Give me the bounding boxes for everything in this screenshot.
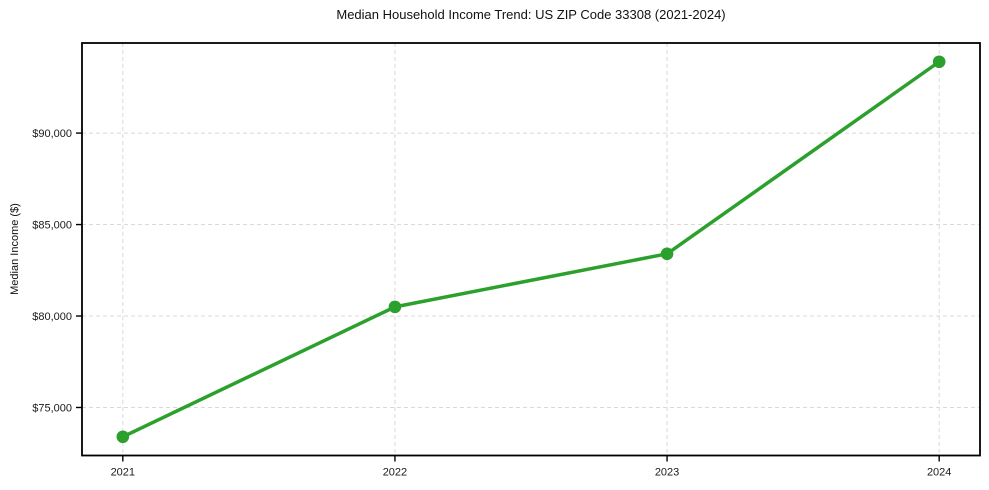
x-tick-label: 2021 [111,467,135,479]
y-tick-label: $80,000 [32,311,72,323]
x-tick-label: 2022 [383,467,407,479]
x-tick-label: 2024 [927,467,951,479]
y-tick-label: $75,000 [32,402,72,414]
data-point-2021 [116,430,130,444]
y-tick-label: $85,000 [32,220,72,232]
y-tick-label: $90,000 [32,128,72,140]
data-point-2023 [660,247,674,261]
data-point-2022 [388,300,402,314]
axes-border [81,42,981,457]
chart-title: Median Household Income Trend: US ZIP Co… [336,7,726,22]
x-tick-label: 2023 [655,467,679,479]
trend-line [121,60,941,439]
data-point-2024 [932,55,946,69]
